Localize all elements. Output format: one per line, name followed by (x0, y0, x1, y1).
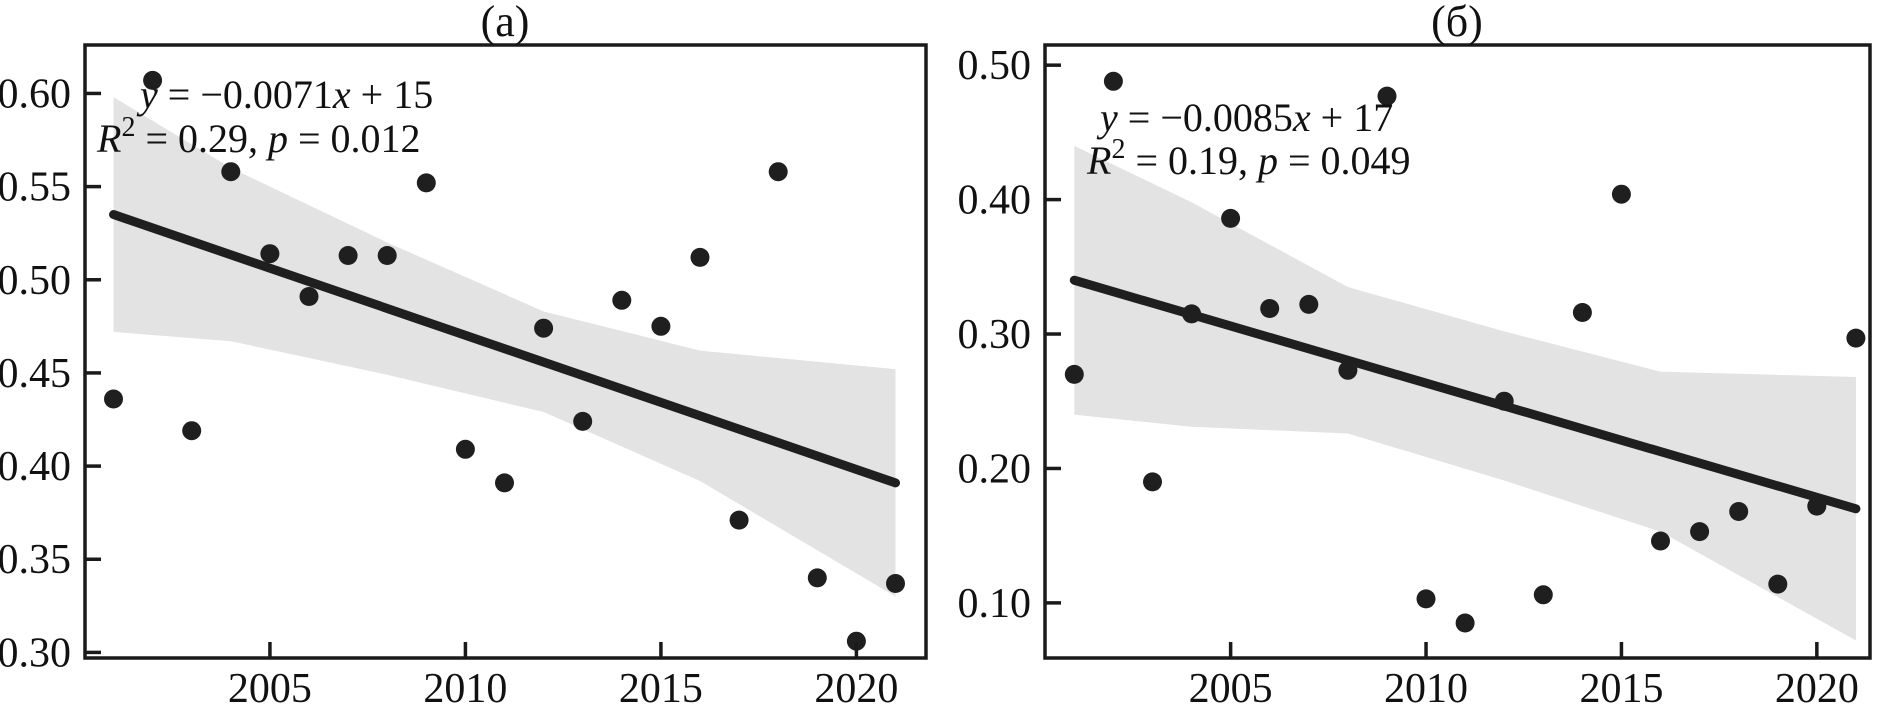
data-point (1768, 574, 1788, 594)
trend-line (109, 210, 901, 488)
data-point (1494, 391, 1514, 411)
annotation-stats: R2 = 0.29, p = 0.012 (96, 112, 421, 161)
x-tick-label: 2020 (814, 666, 898, 712)
plot-border (83, 43, 928, 660)
data-point (768, 162, 788, 182)
data-point (182, 421, 202, 441)
panel-b-title: (б) (1431, 0, 1483, 46)
data-point (377, 246, 397, 265)
data-point (1533, 585, 1553, 605)
data-point (1807, 496, 1827, 516)
data-point (573, 411, 593, 431)
data-point (1221, 208, 1241, 228)
data-point (455, 439, 475, 459)
data-point (1143, 472, 1162, 492)
x-tick-label: 2010 (1384, 666, 1468, 712)
data-point (1338, 360, 1358, 380)
data-point (1611, 184, 1631, 204)
data-point (260, 244, 280, 264)
annotation-equation: y = −0.0071x + 15 (136, 72, 433, 117)
y-tick-label: 0.60 (0, 71, 71, 117)
data-point (1260, 299, 1280, 318)
y-tick-label: 0.50 (958, 43, 1032, 89)
x-tick-label: 2020 (1775, 666, 1859, 712)
annotation-stats: R2 = 0.19, p = 0.049 (1086, 134, 1411, 183)
data-point (886, 574, 905, 593)
y-tick-label: 0.40 (958, 178, 1032, 224)
y-tick-label: 0.10 (958, 581, 1032, 627)
data-point (1299, 294, 1319, 314)
x-tick-label: 2010 (423, 666, 507, 712)
data-point (1416, 589, 1436, 609)
data-point (143, 70, 163, 90)
data-point (807, 568, 827, 588)
data-point (534, 318, 554, 338)
data-point (690, 247, 710, 267)
data-point (1182, 304, 1202, 324)
y-tick-label: 0.30 (958, 312, 1032, 358)
data-point (221, 162, 241, 182)
y-tick-label: 0.20 (958, 446, 1032, 492)
data-point (651, 316, 671, 336)
panel-b: 2005 2010 2015 2020 0.10 0.20 0.30 0.40 0.50 y = … (958, 43, 1872, 712)
data-point (612, 290, 632, 310)
data-point (1846, 328, 1866, 348)
data-point (1690, 522, 1710, 542)
y-tick-label: 0.55 (0, 165, 71, 211)
data-point (1103, 71, 1123, 91)
y-tick-label: 0.35 (0, 537, 71, 583)
panel-a: 2005 2010 2015 2020 0.30 0.35 0.40 0.45 0.50 0.55… (0, 43, 928, 712)
data-point (1729, 502, 1749, 521)
data-point (729, 510, 749, 530)
annotation-equation: y = −0.0085x + 17 (1096, 95, 1393, 140)
y-tick-label: 0.30 (0, 630, 71, 676)
data-point (1455, 613, 1475, 633)
data-point (416, 173, 436, 193)
x-tick-label: 2005 (1189, 666, 1273, 712)
x-tick-label: 2015 (619, 666, 703, 712)
x-tick-label: 2005 (228, 666, 312, 712)
data-point (495, 473, 514, 493)
data-point (299, 287, 319, 306)
trend-line (1069, 275, 1861, 514)
data-point (338, 246, 358, 265)
y-tick-label: 0.50 (0, 258, 71, 304)
x-tick-label: 2015 (1579, 666, 1663, 712)
data-point (1064, 364, 1084, 384)
data-point (1651, 531, 1670, 551)
data-point (1572, 303, 1592, 322)
data-point (104, 389, 123, 409)
y-tick-label: 0.45 (0, 351, 71, 397)
panel-a-title: (а) (480, 0, 530, 46)
data-point (846, 631, 866, 651)
data-point (1377, 86, 1397, 106)
plot-border (1043, 43, 1872, 660)
y-tick-label: 0.40 (0, 444, 71, 490)
